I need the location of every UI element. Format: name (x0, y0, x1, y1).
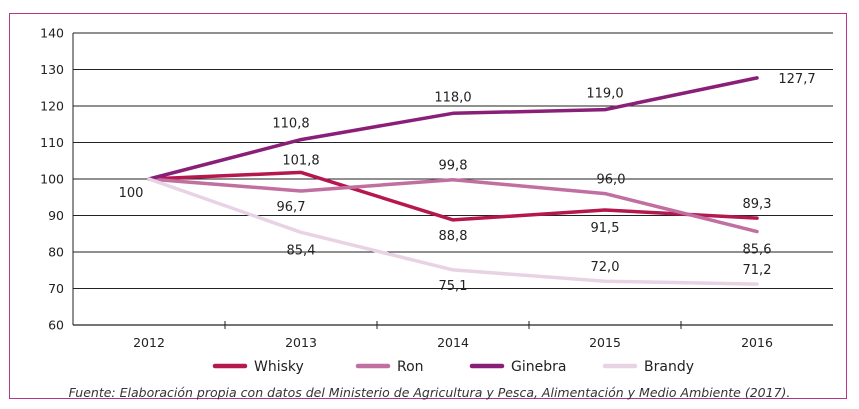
series-line-whisky (147, 170, 759, 222)
data-label: 75,1 (439, 279, 468, 294)
legend-label: Ron (397, 359, 424, 375)
data-label: 119,0 (586, 87, 623, 102)
series-lines (147, 76, 759, 286)
data-label: 71,2 (743, 263, 772, 278)
data-label: 91,5 (591, 221, 620, 236)
y-tick-label: 120 (40, 99, 64, 114)
data-label: 110,8 (272, 117, 309, 132)
x-tick-label: 2012 (133, 335, 165, 350)
data-label: 85,6 (743, 243, 772, 258)
data-label: 89,3 (743, 197, 772, 212)
chart-frame (9, 13, 847, 399)
legend-label: Ginebra (511, 359, 566, 375)
y-axis-ticks: 60 70 80 90 100 110 120 130 140 (40, 26, 64, 333)
data-label: 127,7 (778, 72, 815, 87)
x-tick-label: 2013 (285, 335, 317, 350)
data-label: 96,7 (277, 200, 306, 215)
y-tick-label: 70 (48, 281, 64, 296)
source-caption: Fuente: Elaboración propia con datos del… (68, 385, 791, 400)
y-tick-label: 110 (40, 135, 64, 150)
y-tick-label: 130 (40, 62, 64, 77)
x-axis: 2012 2013 2014 2015 2016 (72, 33, 833, 350)
y-tick-label: 90 (48, 208, 64, 223)
y-tick-label: 80 (48, 245, 64, 260)
y-tick-label: 60 (48, 318, 64, 333)
data-label: 96,0 (597, 173, 626, 188)
data-label: 100 (119, 186, 144, 201)
data-label: 101,8 (282, 153, 319, 168)
data-labels: 101,8 88,8 91,5 89,3 96,7 99,8 96,0 85,6 100 110,… (119, 72, 816, 294)
legend-label: Brandy (644, 359, 694, 375)
series-line-ron (147, 177, 759, 234)
data-label: 72,0 (591, 260, 620, 275)
y-tick-label: 100 (40, 172, 64, 187)
data-label: 118,0 (434, 90, 471, 105)
series-line-brandy (147, 177, 759, 286)
series-line-ginebra (147, 76, 759, 181)
data-label: 88,8 (439, 229, 468, 244)
x-tick-label: 2016 (741, 335, 773, 350)
data-label: 85,4 (287, 243, 316, 258)
x-tick-label: 2015 (589, 335, 621, 350)
data-label: 99,8 (439, 159, 468, 174)
y-tick-label: 140 (40, 26, 64, 41)
x-tick-label: 2014 (437, 335, 469, 350)
legend: Whisky Ron Ginebra Brandy (212, 359, 694, 375)
legend-label: Whisky (254, 359, 304, 375)
